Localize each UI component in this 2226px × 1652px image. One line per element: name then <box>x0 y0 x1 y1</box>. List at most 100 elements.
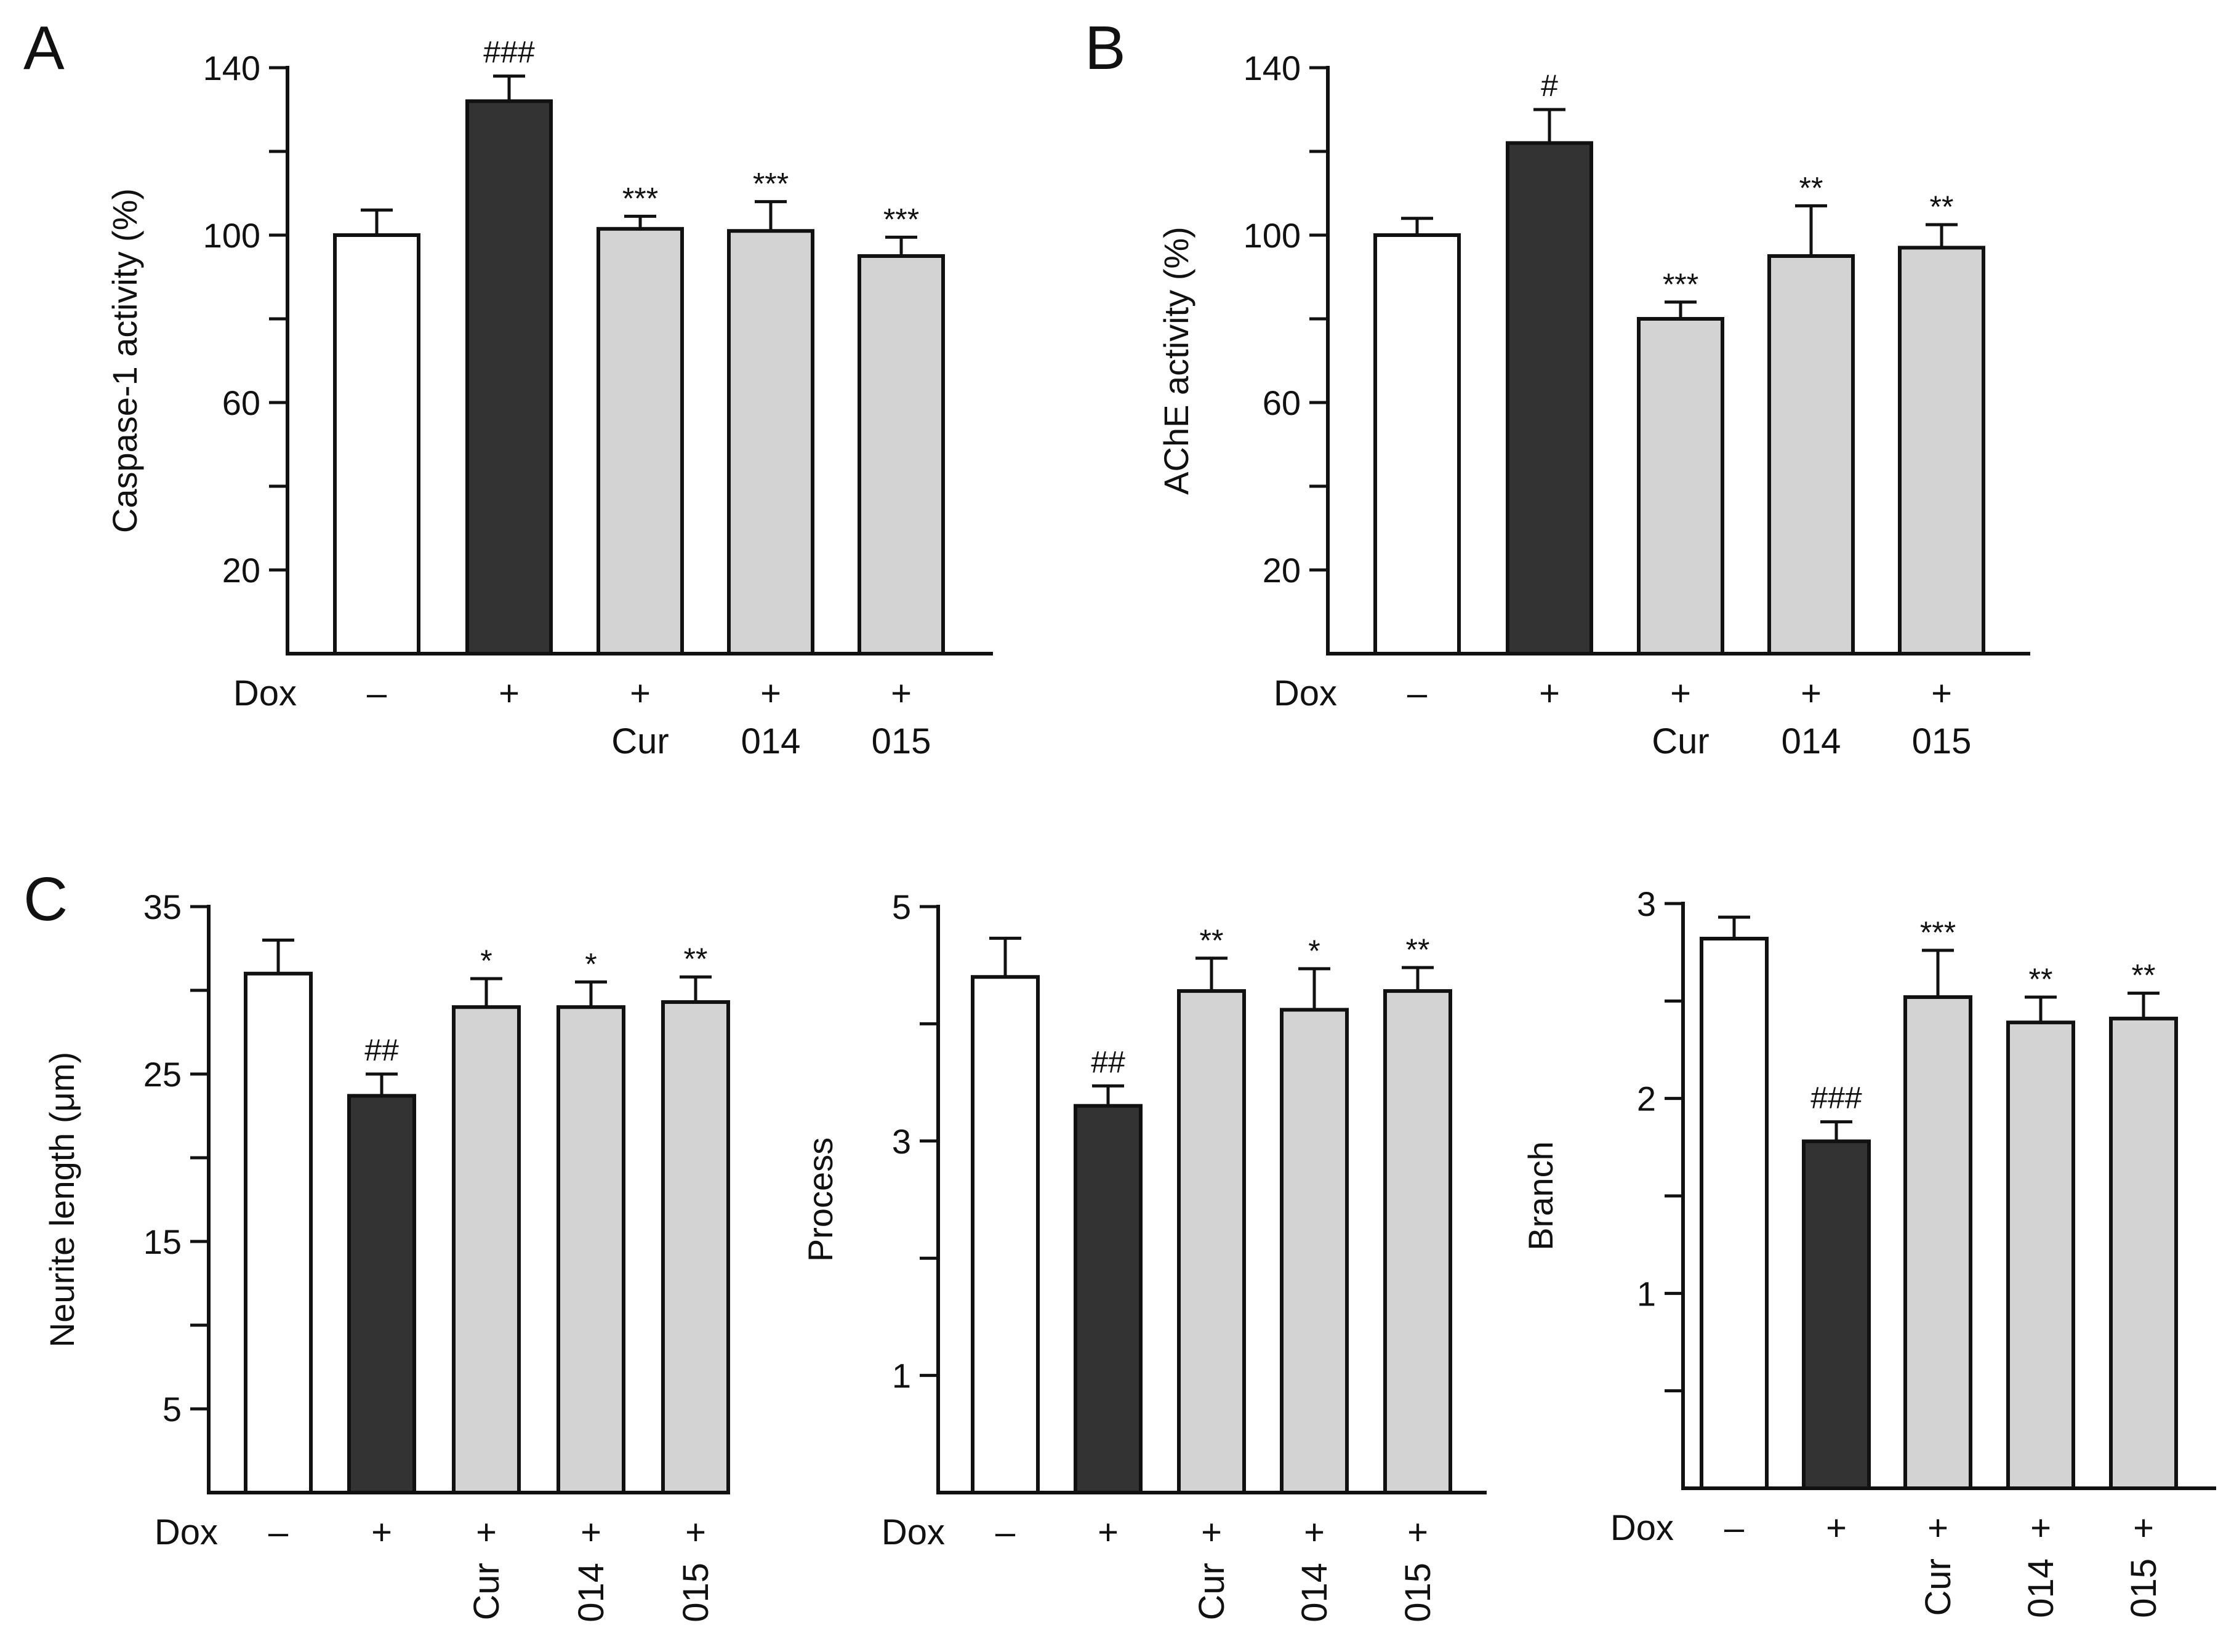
significance-label: ** <box>1930 190 1954 224</box>
dox-sign-label: – <box>1724 1508 1745 1548</box>
significance-label: # <box>1541 68 1558 103</box>
y-tick-label: 140 <box>203 49 260 87</box>
dox-sign-label: + <box>1931 673 1952 713</box>
treatment-label: 014 <box>2021 1558 2061 1618</box>
significance-label: ** <box>2132 958 2156 993</box>
y-tick-label: 1 <box>1637 1274 1656 1313</box>
y-tick-label: 3 <box>1637 884 1656 923</box>
y-tick-label: 35 <box>143 888 182 926</box>
treatment-label: Cur <box>1192 1563 1232 1620</box>
bar <box>1280 1008 1349 1494</box>
significance-label: * <box>1308 934 1320 968</box>
bar <box>727 229 814 656</box>
bar <box>858 254 945 656</box>
significance-label: ## <box>364 1033 399 1067</box>
y-axis-title: Caspase-1 activity (%) <box>105 188 144 533</box>
dox-sign-label: + <box>1407 1512 1428 1552</box>
treatment-label: 014 <box>1782 721 1841 761</box>
treatment-label: 014 <box>741 721 801 761</box>
significance-label: ** <box>1406 932 1430 967</box>
dox-sign-label: + <box>1826 1508 1847 1548</box>
significance-label: ### <box>483 35 535 70</box>
dox-sign-label: + <box>1539 673 1560 713</box>
bar <box>333 233 420 656</box>
chart-panel-1: A 20 60 100 140 Caspase-1 activity (%) ### *** *… <box>23 14 993 761</box>
y-tick-label: 25 <box>143 1055 182 1094</box>
y-tick-label: 60 <box>222 383 260 422</box>
bar <box>1177 989 1246 1494</box>
dox-sign-label: + <box>630 673 651 713</box>
treatment-label: 015 <box>2124 1558 2164 1618</box>
treatment-label: Cur <box>1918 1558 1958 1616</box>
dox-row-label: Dox <box>1274 673 1337 713</box>
y-tick-label: 100 <box>203 216 260 255</box>
y-tick-label: 5 <box>892 888 911 926</box>
bar <box>452 1005 521 1494</box>
dox-sign-label: + <box>1670 673 1691 713</box>
significance-label: *** <box>1920 915 1956 950</box>
bar <box>1700 937 1769 1490</box>
bar <box>1637 317 1724 656</box>
dox-sign-label: + <box>1801 673 1822 713</box>
significance-label: ** <box>2029 962 2053 996</box>
bar <box>556 1005 625 1494</box>
bar <box>1383 989 1452 1494</box>
y-tick-label: 2 <box>1637 1080 1656 1118</box>
dox-row-label: Dox <box>882 1512 945 1552</box>
dox-sign-label: + <box>1927 1508 1948 1548</box>
significance-label: ### <box>1810 1081 1862 1115</box>
dox-sign-label: + <box>760 673 781 713</box>
bar <box>971 975 1040 1494</box>
y-tick-label: 140 <box>1244 49 1301 87</box>
bar <box>244 971 313 1495</box>
treatment-label: Cur <box>611 721 669 761</box>
panel-letter: B <box>1085 14 1126 82</box>
bar <box>2109 1016 2178 1491</box>
y-axis-title: AChE activity (%) <box>1157 227 1195 495</box>
bar <box>1373 233 1461 656</box>
dox-sign-label: – <box>268 1512 289 1552</box>
dox-row-label: Dox <box>155 1512 218 1552</box>
bar <box>1898 246 1985 656</box>
bar <box>597 227 684 656</box>
bar <box>1074 1104 1143 1495</box>
dox-sign-label: – <box>367 673 387 713</box>
dox-row-label: Dox <box>233 673 297 713</box>
significance-label: *** <box>883 202 919 236</box>
bar <box>1802 1139 1871 1491</box>
bar <box>1903 995 1972 1490</box>
dox-sign-label: + <box>1201 1512 1222 1552</box>
significance-label: ## <box>1091 1045 1125 1079</box>
dox-sign-label: + <box>2133 1508 2154 1548</box>
dox-row-label: Dox <box>1610 1508 1674 1548</box>
y-tick-label: 1 <box>892 1357 911 1395</box>
bar <box>2006 1020 2075 1490</box>
panel-letter: C <box>23 865 68 934</box>
bar <box>1506 141 1593 656</box>
y-axis-title: Neurite length (μm) <box>42 1052 81 1347</box>
treatment-label: 015 <box>676 1563 716 1622</box>
significance-label: *** <box>1663 267 1698 302</box>
dox-sign-label: + <box>891 673 912 713</box>
dox-sign-label: + <box>581 1512 601 1552</box>
treatment-label: 015 <box>1398 1563 1438 1622</box>
dox-sign-label: + <box>1098 1512 1119 1552</box>
bar <box>465 99 553 656</box>
y-tick-label: 20 <box>1263 551 1301 590</box>
treatment-label: 014 <box>571 1563 611 1622</box>
significance-label: ** <box>1799 170 1823 205</box>
y-axis-title: Process <box>801 1137 840 1262</box>
significance-label: ** <box>1200 923 1224 958</box>
significance-label: * <box>480 944 492 978</box>
significance-label: ** <box>684 942 708 976</box>
treatment-label: Cur <box>467 1563 507 1620</box>
y-tick-label: 5 <box>163 1390 182 1429</box>
y-axis-title: Branch <box>1521 1141 1560 1250</box>
significance-label: *** <box>753 167 789 201</box>
bar <box>1767 254 1855 656</box>
y-tick-label: 15 <box>143 1222 182 1261</box>
treatment-label: 014 <box>1295 1563 1335 1622</box>
